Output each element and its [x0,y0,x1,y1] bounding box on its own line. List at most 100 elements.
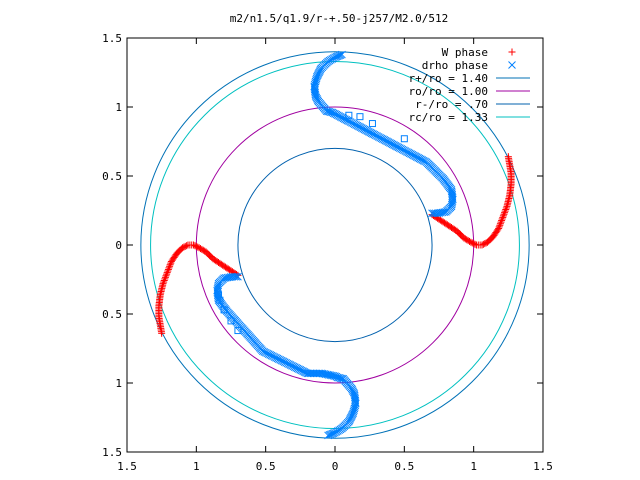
data-point [161,273,169,281]
series-square [215,111,408,335]
data-point [499,212,507,220]
data-point [495,223,503,231]
data-point [433,209,442,218]
data-point [326,371,335,380]
data-point [351,393,359,402]
data-point [160,278,168,286]
legend-label: r+/ro = 1.40 [409,72,488,85]
data-point [228,272,237,281]
data-point [162,272,170,280]
data-point [328,429,337,438]
data-point [324,371,333,379]
y-axis: 1.5 1 0.5 0 0.5 1 1.5 [102,32,543,459]
data-point [336,374,345,383]
data-points [155,50,515,440]
data-point [496,220,504,228]
data-point [350,391,359,400]
x-tick-label: 0.5 [256,460,276,473]
data-point [502,206,510,214]
data-point [498,215,506,223]
y-tick-label: 0.5 [102,308,122,321]
data-point [430,209,438,218]
legend-label: ro/ro = 1.00 [409,85,488,98]
data-point [502,204,510,212]
data-point [497,218,505,226]
data-point [494,226,502,234]
data-point [325,107,334,116]
data-point [321,370,330,379]
data-point [431,209,440,218]
legend-swatch [508,61,516,69]
data-point [220,306,228,314]
series-plus [155,153,515,337]
circle-series [140,51,530,439]
data-point [234,327,242,335]
data-point [338,50,346,59]
y-tick-label: 1 [115,101,122,114]
data-point [428,209,436,218]
data-point [166,262,174,270]
data-point [326,108,335,117]
data-point [163,269,171,277]
legend-swatch [508,48,516,56]
y-tick-label: 1 [115,377,122,390]
x-tick-label: 1 [193,460,200,473]
data-point [368,120,376,128]
legend-label: rc/ro = 1.33 [409,111,488,124]
data-point [191,242,199,250]
data-point [336,51,345,59]
data-point [504,153,512,161]
data-point [168,256,176,264]
data-point [166,261,174,269]
data-point [471,240,479,248]
chart-title: m2/n1.5/q1.9/r-+.50-j257/M2.0/512 [230,12,449,25]
data-point [500,210,508,218]
data-point [167,258,175,266]
y-tick-label: 1.5 [102,446,122,459]
x-tick-label: 1.5 [117,460,137,473]
data-point [163,270,171,278]
data-point [501,207,509,215]
legend-label: drho phase [422,59,488,72]
data-point [304,369,313,378]
data-point [331,372,339,380]
data-point [328,371,336,380]
data-point [333,52,342,61]
legend-label: r-/ro = .70 [415,98,488,111]
x-tick-label: 0 [332,460,339,473]
data-point [498,217,506,225]
data-point [345,111,353,119]
data-point [501,209,509,217]
data-point [326,430,335,439]
data-point [495,224,503,232]
x-tick-label: 1.5 [533,460,553,473]
data-point [167,259,175,267]
y-tick-label: 0.5 [102,170,122,183]
data-point [232,272,240,281]
x-tick-label: 0.5 [394,460,414,473]
data-point [499,213,507,221]
data-point [160,276,168,284]
data-point [165,264,173,272]
data-point [323,370,332,379]
data-point [164,267,172,275]
data-point [311,88,319,97]
data-point [496,221,504,229]
x-tick-label: 1 [470,460,477,473]
data-point [161,275,169,283]
data-point [158,329,166,337]
data-point [215,291,223,299]
x-axis: 1.5 1 0.5 0 0.5 1 1.5 [117,38,553,473]
data-point [311,90,320,99]
data-point [234,272,242,281]
y-tick-label: 0 [115,239,122,252]
data-point [400,135,408,143]
data-point [227,317,235,325]
data-point [335,373,344,382]
data-point [335,51,344,60]
data-point [324,431,332,440]
data-point [230,272,239,281]
y-tick-label: 1.5 [102,32,122,45]
